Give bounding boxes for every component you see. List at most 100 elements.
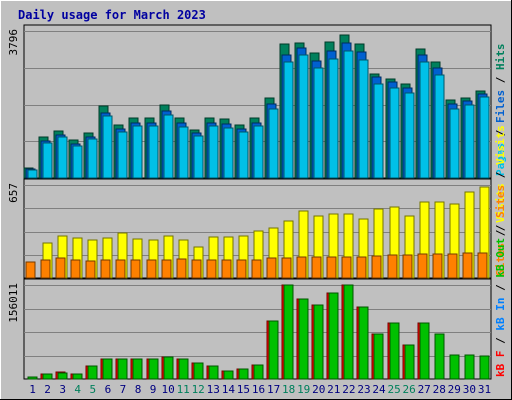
day-label-1: 1 [29,383,36,396]
bar-kb-out-day-22 [343,284,354,380]
bar-pages-day-13 [208,125,219,179]
bar-sites-day-23 [356,256,367,279]
bar-pages-day-2 [42,142,53,179]
panel-kbytes: 156011 kB F / kB In / kB Out / Sites / Vi… [7,125,507,380]
panel-kbytes-legend: kB F / kB In / kB Out / Sites / Visits [494,125,507,377]
legend-item-kb-in: kB In [494,298,507,331]
bar-pages-day-27 [419,61,430,179]
panels: 3796 Pages / Files / Hits 657 Sites / Visit… [7,24,507,380]
bar-pages-day-21 [328,58,339,179]
legend-item-sites: Sites [494,185,507,218]
day-label-15: 15 [237,383,250,396]
bar-sites-day-2 [40,259,51,279]
day-label-8: 8 [135,383,142,396]
bar-kb-out-day-6 [102,358,113,380]
bar-sites-day-26 [402,254,413,279]
bar-kb-out-day-28 [434,333,445,380]
bar-pages-day-5 [87,138,98,179]
bar-pages-day-14 [223,127,234,179]
bar-kb-out-day-24 [373,333,384,380]
bar-pages-day-24 [373,83,384,179]
day-label-13: 13 [207,383,220,396]
bar-sites-day-4 [70,259,81,279]
bar-sites-day-7 [115,259,126,279]
day-label-4: 4 [74,383,81,396]
bar-pages-day-23 [358,59,369,179]
bar-pages-day-31 [479,96,490,179]
bar-sites-day-3 [55,257,66,279]
bar-pages-day-8 [132,125,143,179]
bar-kb-out-day-7 [117,358,128,380]
bar-pages-day-11 [178,126,189,179]
panel-hits_files_pages-legend-text: Pages / Files / Hits [494,44,507,177]
bar-pages-day-16 [253,125,264,179]
bar-kb-out-day-16 [253,364,264,380]
legend-item-hits: Hits [494,44,507,71]
bar-sites-day-14 [221,259,232,279]
day-label-11: 11 [177,383,190,396]
panel-kbytes-legend-text: kB F / kB In / kB Out / Sites / Visits [494,125,507,377]
bar-kb-out-day-11 [178,358,189,380]
legend-separator: / [494,223,507,243]
bar-kb-out-day-13 [208,365,219,380]
legend-item-visits: Visits [494,183,507,223]
bar-kb-out-day-10 [163,356,174,380]
day-label-28: 28 [433,383,446,396]
bar-sites-day-5 [85,260,96,279]
bar-sites-day-9 [146,259,157,279]
day-label-3: 3 [59,383,66,396]
legend-separator: / [494,218,507,238]
bar-pages-day-20 [313,67,324,179]
legend-separator: / [494,165,507,185]
bar-kb-out-day-2 [42,373,53,380]
bar-sites-day-28 [432,253,443,279]
day-label-5: 5 [89,383,96,396]
day-label-22: 22 [342,383,355,396]
legend-separator: / [494,278,507,298]
panel-visits_sites-legend: Sites / Visits [494,183,507,276]
bar-sites-day-6 [100,259,111,279]
panel-hits_files_pages: 3796 Pages / Files / Hits [7,24,507,179]
legend-item-kb-out: kB Out [494,238,507,278]
chart-title: Daily usage for March 2023 [18,8,206,22]
bar-pages-day-15 [238,131,249,179]
day-label-14: 14 [222,383,236,396]
day-label-21: 21 [327,383,340,396]
legend-item-sites: Sites [494,243,507,276]
bar-pages-day-10 [163,114,174,179]
bar-pages-day-17 [268,108,279,179]
day-label-9: 9 [150,383,157,396]
day-label-27: 27 [418,383,431,396]
bar-sites-day-19 [296,256,307,279]
bar-pages-day-28 [434,74,445,179]
day-label-17: 17 [267,383,280,396]
bar-sites-day-1 [25,261,36,279]
bar-sites-day-27 [417,253,428,279]
day-label-16: 16 [252,383,265,396]
bar-pages-day-9 [148,125,159,179]
bar-kb-out-day-5 [87,365,98,380]
bar-kb-out-day-29 [449,354,460,380]
legend-separator: / [494,70,507,90]
bar-pages-day-22 [343,50,354,179]
bar-sites-day-10 [161,259,172,279]
bar-sites-day-21 [326,256,337,279]
panel-hits_files_pages-max-label: 3796 [7,29,20,56]
bar-sites-day-16 [251,259,262,279]
series-pages [27,50,490,179]
bar-pages-day-29 [449,108,460,179]
bar-sites-day-30 [462,252,473,279]
bar-kb-out-day-20 [313,304,324,380]
bar-kb-out-day-17 [268,320,279,380]
bar-kb-out-day-31 [479,355,490,380]
day-label-18: 18 [282,383,295,396]
day-label-23: 23 [357,383,370,396]
bar-sites-day-13 [206,259,217,279]
bar-sites-day-17 [266,257,277,279]
bar-pages-day-12 [193,135,204,179]
bar-kb-out-day-23 [358,306,369,380]
legend-item-visits: Visits [494,125,507,165]
bar-pages-day-19 [298,54,309,179]
legend-item-pages: Pages [494,143,507,176]
